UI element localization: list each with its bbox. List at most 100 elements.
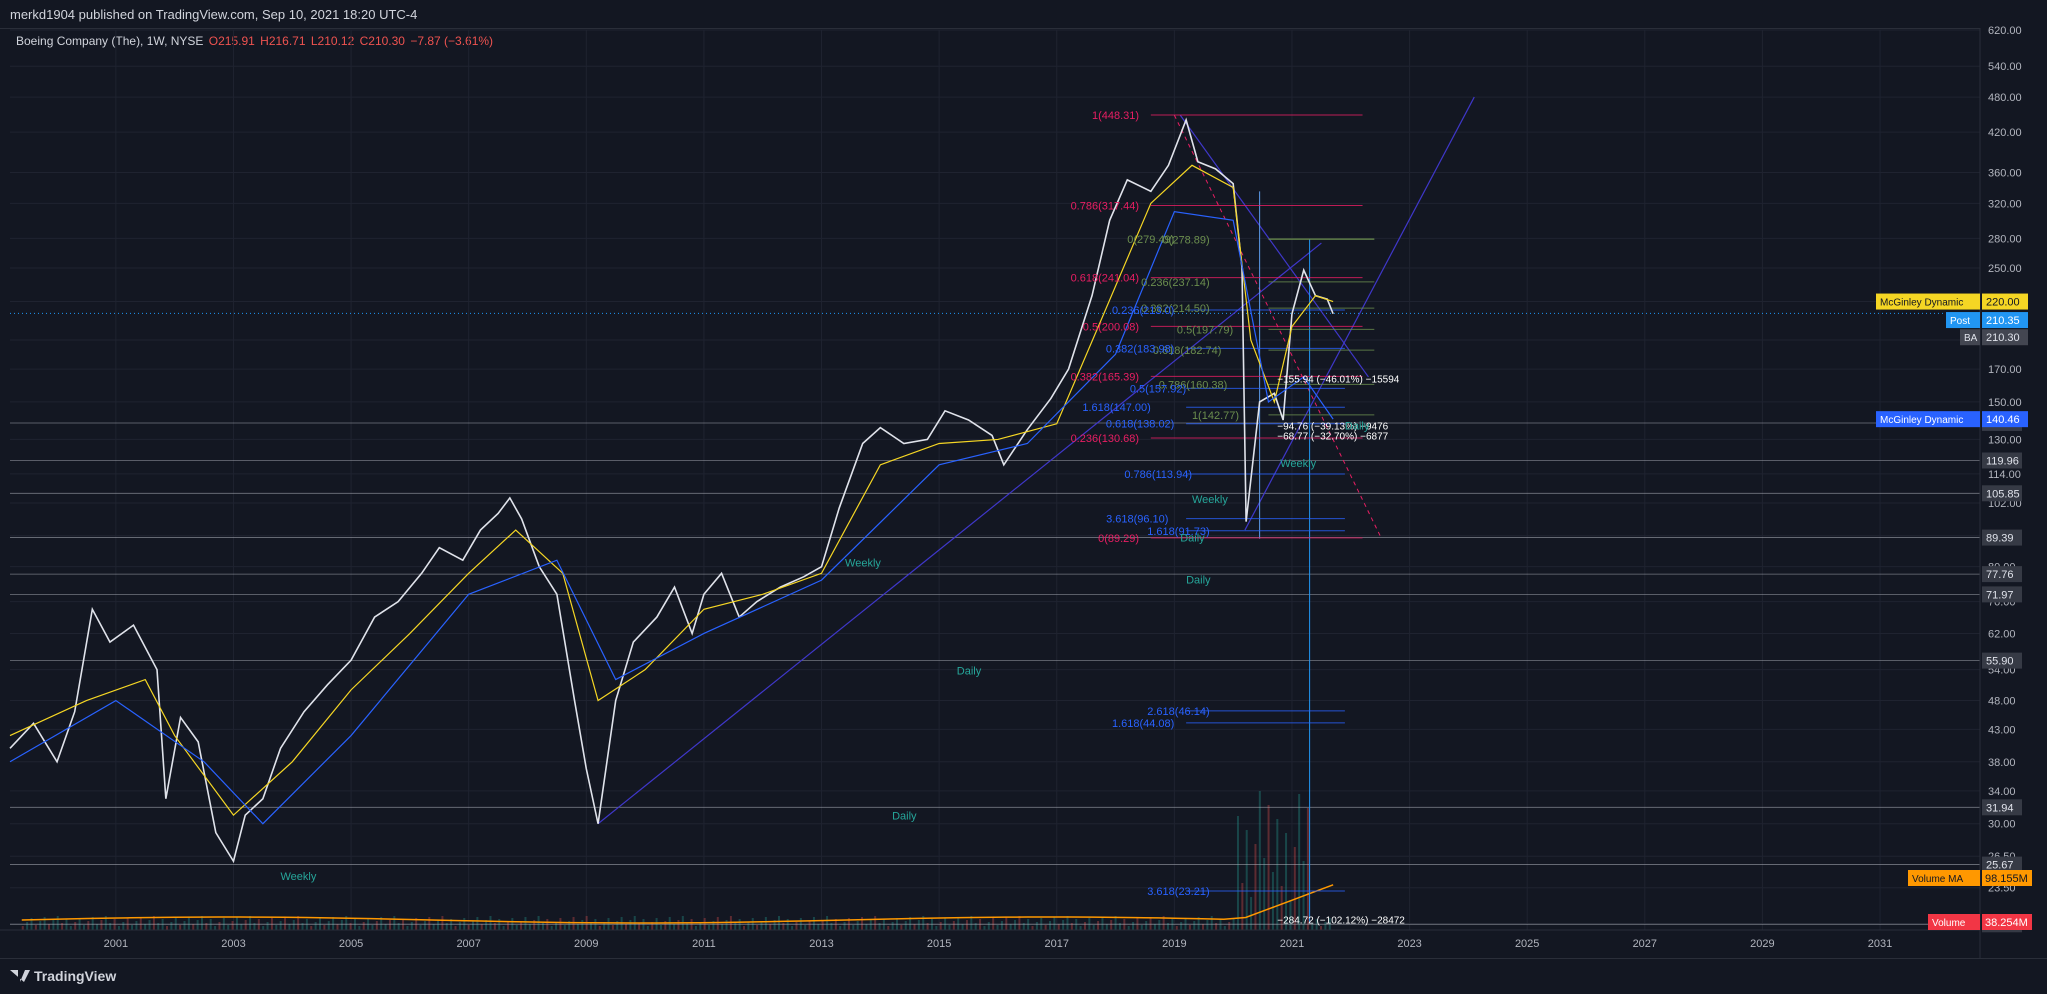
volume-bar xyxy=(1145,921,1148,930)
volume-bar xyxy=(760,921,763,930)
volume-bar xyxy=(310,926,313,930)
fib-label: 0(279.49) xyxy=(1127,234,1174,246)
volume-bar xyxy=(948,925,951,930)
symbol-name[interactable]: Boeing Company (The), 1W, NYSE xyxy=(16,34,204,48)
volume-bar xyxy=(1311,923,1314,930)
volume-bar xyxy=(869,920,872,930)
volume-bar xyxy=(1210,916,1213,930)
fib-label: 0.786(160.38) xyxy=(1159,379,1228,391)
time-tick-label: 2029 xyxy=(1750,938,1774,950)
level-badge-text: 55.90 xyxy=(1986,656,2014,668)
volume-bar xyxy=(939,922,942,930)
low-value: L210.12 xyxy=(310,34,355,48)
volume-bar xyxy=(1049,921,1052,930)
volume-bar xyxy=(1105,924,1108,930)
volume-bar xyxy=(659,925,662,930)
volume-bar xyxy=(1298,794,1301,930)
volume-bar xyxy=(297,916,300,930)
volume-bar xyxy=(1267,805,1270,930)
volume-bar xyxy=(629,920,632,930)
fib-label: 0.786(317.44) xyxy=(1071,200,1140,212)
timeframe-tag: Weekly xyxy=(281,871,317,883)
indicator-name-badge xyxy=(1946,312,1980,329)
volume-bar xyxy=(804,925,807,930)
volume-bar xyxy=(192,924,195,930)
volume-bar xyxy=(244,920,247,930)
volume-bar xyxy=(616,921,619,930)
horizontal-levels xyxy=(10,312,1980,925)
volume-bar xyxy=(1022,923,1025,930)
indicator-value-badge xyxy=(1982,329,2028,346)
volume-bar xyxy=(1044,925,1047,930)
volume-bar xyxy=(541,923,544,930)
measure-annotation: −155.94 (−46.01%) −15594 xyxy=(1277,375,1399,386)
volume-bar xyxy=(747,922,750,930)
volume-bar xyxy=(913,924,916,930)
volume-bar xyxy=(183,921,186,930)
volume-bar xyxy=(200,916,203,930)
level-badge-text: 71.97 xyxy=(1986,589,2014,601)
level-badge xyxy=(1982,485,2022,502)
volume-bar xyxy=(371,925,374,930)
volume-bar xyxy=(345,916,348,930)
volume-bar xyxy=(537,916,540,930)
time-tick-label: 2003 xyxy=(221,938,245,950)
volume-ma-name: Volume MA xyxy=(1912,874,1963,885)
volume-pane xyxy=(21,791,1334,930)
volume-bar xyxy=(187,917,190,930)
volume-bar xyxy=(812,917,815,930)
volume-bar xyxy=(1000,921,1003,930)
fib-label: 1.618(91.73) xyxy=(1147,526,1209,538)
volume-bar xyxy=(996,925,999,930)
volume-bar xyxy=(480,924,483,930)
timeframe-tag: Weekly xyxy=(1280,458,1316,470)
volume-bar xyxy=(1285,833,1288,930)
volume-bar xyxy=(131,925,134,930)
time-tick-label: 2019 xyxy=(1162,938,1186,950)
level-badge xyxy=(1982,856,2022,873)
publish-header: merkd1904 published on TradingView.com, … xyxy=(0,0,2047,29)
volume-bar xyxy=(1254,844,1257,930)
volume-bar xyxy=(1320,926,1323,930)
volume-bar xyxy=(502,926,505,930)
volume-bar xyxy=(782,923,785,930)
price-tick-label: 420.00 xyxy=(1988,127,2022,139)
volume-name: Volume xyxy=(1932,918,1966,929)
volume-bar xyxy=(1118,923,1121,930)
time-tick-label: 2021 xyxy=(1280,938,1304,950)
volume-bar xyxy=(52,920,55,930)
volume-bar xyxy=(694,926,697,930)
price-tick-label: 480.00 xyxy=(1988,92,2022,104)
open-value: O215.91 xyxy=(208,34,255,48)
mcginley-dynamic-line xyxy=(9,164,1334,817)
volume-bar xyxy=(1306,808,1309,930)
volume-bar xyxy=(410,922,413,930)
volume-bar xyxy=(135,921,138,930)
tv-logo-icon xyxy=(10,970,30,982)
volume-bar xyxy=(826,916,829,930)
volume-bar xyxy=(581,920,584,930)
volume-bar xyxy=(1057,924,1060,930)
price-tick-label: 170.00 xyxy=(1988,364,2022,376)
indicator-name: McGinley Dynamic xyxy=(1880,415,1963,426)
volume-bar xyxy=(970,916,973,930)
volume-bar xyxy=(419,925,422,930)
volume-name-badge xyxy=(1928,914,1980,930)
tradingview-logo[interactable]: TradingView xyxy=(10,968,116,984)
volume-bar xyxy=(576,924,579,930)
volume-bar xyxy=(773,920,776,930)
volume-ma-line xyxy=(21,884,1334,924)
volume-bar xyxy=(1289,900,1292,930)
price-tick-label: 150.00 xyxy=(1988,397,2022,409)
symbol-legend[interactable]: Boeing Company (The), 1W, NYSE O215.91 H… xyxy=(16,34,495,48)
volume-bar xyxy=(432,924,435,930)
price-chart[interactable]: 1(448.31) 0.786(317.44) 0.618(241.04) 0.5(2… xyxy=(0,0,2047,958)
volume-bar xyxy=(1193,921,1196,930)
volume-bar xyxy=(100,920,103,930)
price-tick-label: 250.00 xyxy=(1988,263,2022,275)
volume-bar xyxy=(865,924,868,930)
volume-bar xyxy=(406,926,409,930)
volume-bar xyxy=(533,920,536,930)
volume-bar xyxy=(437,920,440,930)
fib-label: 0.5(200.08) xyxy=(1083,321,1139,333)
